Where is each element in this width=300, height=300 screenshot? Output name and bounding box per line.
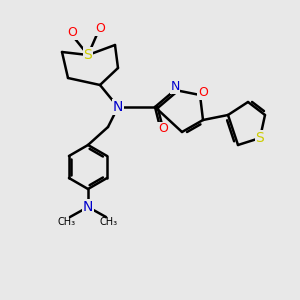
Text: O: O	[67, 26, 77, 40]
Text: O: O	[158, 122, 168, 136]
Text: CH₃: CH₃	[58, 217, 76, 227]
Text: N: N	[83, 200, 93, 214]
Text: CH₃: CH₃	[100, 217, 118, 227]
Text: O: O	[198, 86, 208, 100]
Text: S: S	[256, 131, 264, 145]
Text: N: N	[113, 100, 123, 114]
Text: N: N	[170, 80, 180, 94]
Text: S: S	[84, 48, 92, 62]
Text: O: O	[95, 22, 105, 35]
